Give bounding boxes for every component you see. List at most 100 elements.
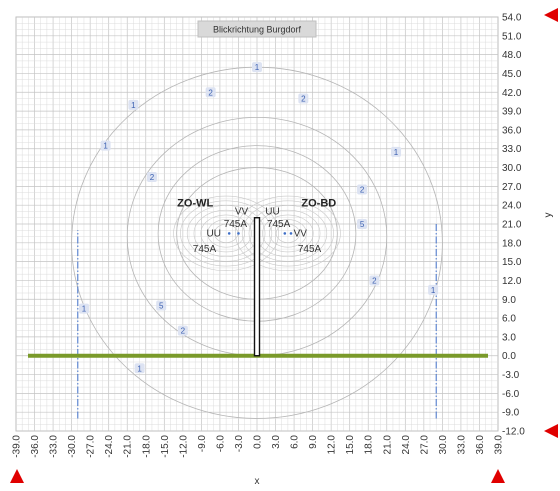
conductor-label: VV — [294, 228, 308, 239]
contour-label: 1 — [82, 305, 87, 314]
grid-lines — [15, 16, 499, 432]
contour-line — [248, 205, 328, 262]
contour-label: 1 — [103, 142, 108, 151]
y-tick-label: 48.0 — [502, 50, 522, 61]
x-tick-label: -21.0 — [123, 435, 134, 458]
contour-label-bg — [391, 146, 402, 157]
contour-line — [275, 224, 300, 243]
marker-y-max — [544, 8, 558, 22]
y-tick-label: 6.0 — [502, 314, 516, 325]
conductor-label: 745A — [193, 244, 217, 255]
x-tick-label: 36.0 — [475, 435, 486, 455]
x-tick-label: 0.0 — [253, 435, 264, 449]
contour-line — [241, 200, 334, 267]
y-tick-label: 27.0 — [502, 182, 522, 193]
contour-line — [207, 219, 245, 248]
contour-line — [186, 205, 266, 262]
contour-line — [200, 214, 252, 253]
chart-title: Blickrichtung Burgdorf — [213, 25, 302, 35]
x-tick-label: -36.0 — [30, 435, 41, 458]
line-group-labels: ZO-WL ZO-BD — [177, 197, 336, 209]
contour-label-bg — [298, 93, 309, 104]
x-tick-label: 6.0 — [290, 435, 301, 449]
contour-label-bg — [428, 284, 439, 295]
x-tick-labels: -39.0 -36.0 -33.0 -30.0 -27.0 -24.0 -21.0 -18.0… — [12, 435, 505, 458]
x-tick-label: 39.0 — [494, 435, 505, 455]
contour-line — [235, 195, 341, 272]
x-axis-label: x — [255, 476, 260, 487]
x-tick-label: 15.0 — [345, 435, 356, 455]
y-tick-label: 39.0 — [502, 107, 522, 118]
contour-label: 1 — [394, 148, 399, 157]
y-tick-label: 24.0 — [502, 201, 522, 212]
y-tick-label: 45.0 — [502, 69, 522, 80]
line-group-label: ZO-WL — [177, 197, 213, 209]
x-tick-label: 21.0 — [382, 435, 393, 455]
contour-label: 2 — [360, 186, 365, 195]
conductor-label: VV — [235, 206, 249, 217]
y-tick-label: 0.0 — [502, 351, 516, 362]
axis-range-markers — [10, 8, 558, 483]
y-tick-labels: 54.0 51.0 48.0 45.0 42.0 39.0 36.0 33.0 30.0 27.0… — [502, 13, 525, 438]
contour-line — [180, 200, 273, 267]
contour-label-bg — [369, 275, 380, 286]
contour-label: 5 — [159, 302, 164, 311]
contour-label-bg — [146, 171, 157, 182]
y-tick-label: 15.0 — [502, 257, 522, 268]
contour-label-bg — [78, 303, 89, 314]
contour-line — [269, 219, 307, 248]
contour-label: 2 — [181, 327, 186, 336]
conductor-dot — [227, 232, 231, 235]
x-tick-label: 12.0 — [327, 435, 338, 455]
contour-label: 1 — [255, 63, 260, 72]
conductor-label: UU — [207, 228, 221, 239]
conductor-label: 745A — [267, 219, 291, 230]
line-group-label: ZO-BD — [301, 197, 336, 209]
contour-label-bg — [134, 363, 145, 374]
y-tick-label: -6.0 — [502, 389, 520, 400]
contour-label: 2 — [150, 173, 155, 182]
y-tick-label: -9.0 — [502, 408, 520, 419]
y-tick-label: 3.0 — [502, 332, 516, 343]
conductor-label: UU — [265, 206, 279, 217]
contour-label: 5 — [360, 220, 365, 229]
x-tick-label: 24.0 — [401, 435, 412, 455]
y-tick-label: 42.0 — [502, 88, 522, 99]
y-tick-label: 21.0 — [502, 220, 522, 231]
x-tick-label: -27.0 — [86, 435, 97, 458]
section-lines — [77, 224, 437, 419]
x-tick-label: -39.0 — [12, 435, 23, 458]
contour-label-bg — [100, 140, 111, 151]
contour-label-bg — [357, 184, 368, 195]
mast-pole — [253, 217, 261, 357]
y-tick-label: 36.0 — [502, 125, 522, 136]
y-axis-label: y — [543, 213, 554, 218]
contour-label: 2 — [372, 276, 377, 285]
chart-title-box — [197, 20, 317, 38]
conductor-dot — [237, 232, 240, 235]
x-tick-label: -18.0 — [141, 435, 152, 458]
contour-label-bg — [252, 62, 262, 73]
x-tick-label: 9.0 — [308, 435, 319, 449]
x-tick-label: 18.0 — [364, 435, 375, 455]
contour-label: 2 — [301, 95, 306, 104]
y-tick-label: 30.0 — [502, 163, 522, 174]
contour-label: 1 — [137, 364, 142, 373]
x-tick-label: 27.0 — [419, 435, 430, 455]
contour-label-bg — [177, 325, 188, 336]
y-tick-label: -3.0 — [502, 370, 520, 381]
x-tick-label: -33.0 — [49, 435, 60, 458]
contour-line — [262, 214, 314, 253]
marker-x-min — [10, 469, 24, 483]
contour-label-bg — [205, 87, 216, 98]
marker-y-min — [544, 424, 558, 438]
y-tick-label: 9.0 — [502, 295, 516, 306]
contour-label: 2 — [208, 88, 213, 97]
marker-x-max — [491, 469, 505, 483]
x-tick-label: -3.0 — [234, 435, 245, 453]
y-tick-label: 51.0 — [502, 31, 522, 42]
contour-labels: 1 2 2 1 1 1 2 2 5 2 1 1 5 2 1 — [78, 62, 439, 374]
contour-label-bg — [128, 99, 139, 110]
mast — [253, 217, 261, 357]
